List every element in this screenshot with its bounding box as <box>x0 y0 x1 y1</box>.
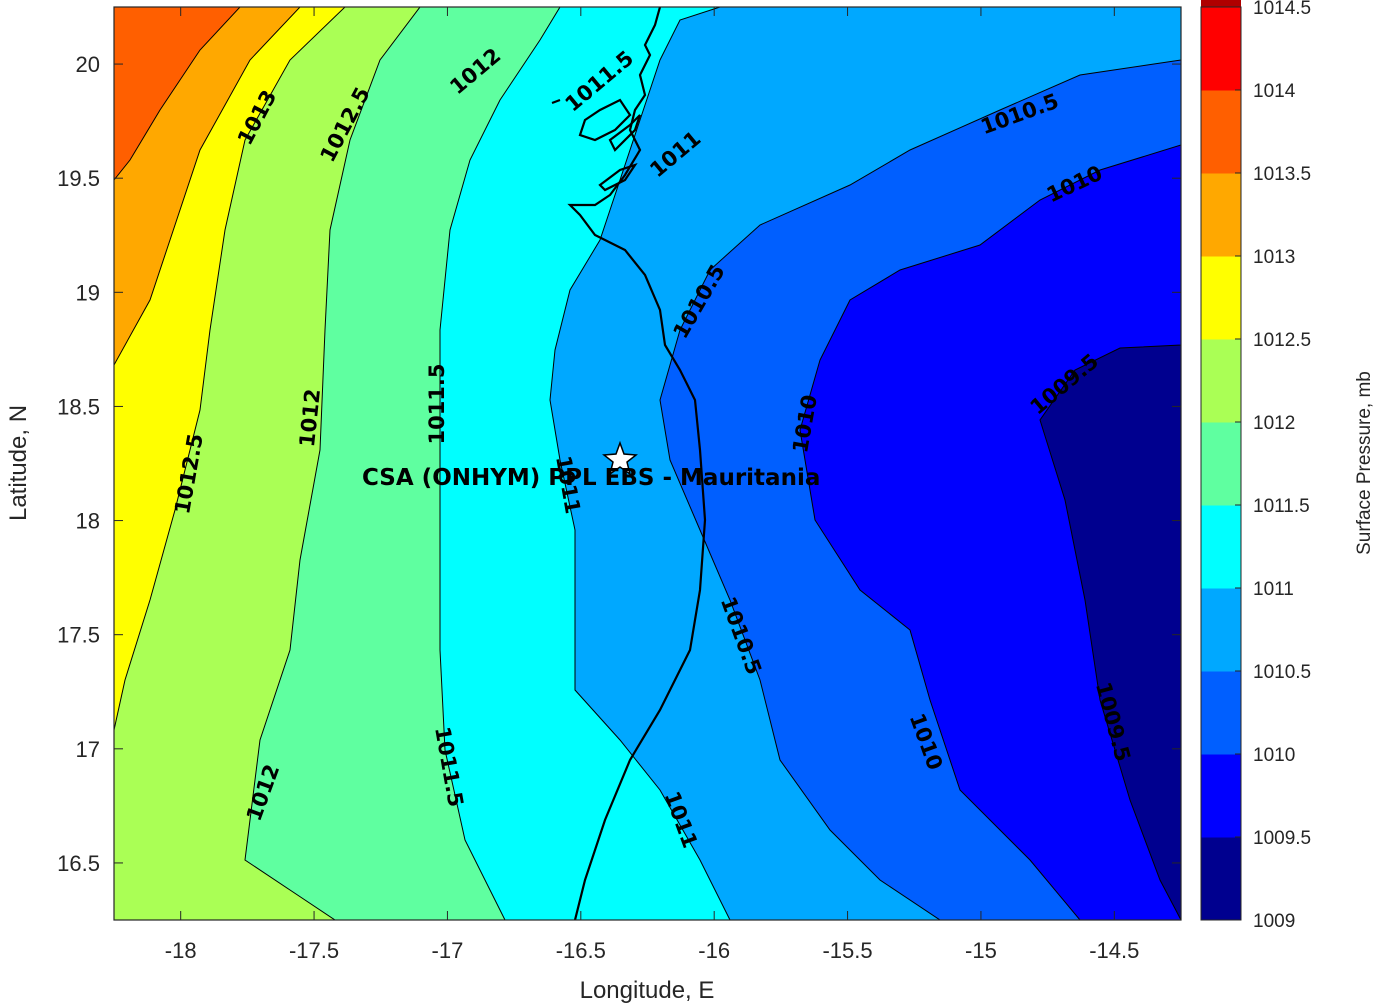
site-marker: CSA (ONHYM) PPL EBS - Mauritania <box>362 440 820 491</box>
y-axis-ticks: 16.5 17 17.5 18 18.5 19 19.5 20 <box>57 52 1181 876</box>
site-star-icon <box>602 440 638 476</box>
y-axis-label: Latitude, N <box>5 405 32 521</box>
plot-frame <box>113 6 1182 921</box>
colorbar-segment <box>1201 588 1241 672</box>
contour-label: 1011.5 <box>425 363 449 444</box>
colorbar-segment <box>1201 256 1241 340</box>
contour-fill-layer <box>114 7 1181 920</box>
colorbar-tick-label: 1010 <box>1253 745 1295 766</box>
colorbar-segment <box>1201 7 1241 91</box>
y-tick-label: 20 <box>76 52 100 77</box>
y-tick-label: 19.5 <box>57 166 100 191</box>
y-tick-label: 18.5 <box>57 394 100 419</box>
x-axis-ticks: -18 -17.5 -17 -16.5 -16 -15.5 -15 -14.5 <box>165 7 1139 963</box>
colorbar-label: Surface Pressure, mb <box>1354 371 1374 555</box>
colorbar-tick-label: 1011 <box>1253 579 1294 600</box>
colorbar-segment <box>1201 90 1241 174</box>
x-tick-label: -15 <box>965 938 997 963</box>
y-tick-label: 16.5 <box>57 851 100 876</box>
x-tick-label: -16 <box>698 938 730 963</box>
colorbar-segment <box>1201 0 1241 8</box>
colorbar-segment <box>1201 671 1241 755</box>
site-label: CSA (ONHYM) PPL EBS - Mauritania <box>362 465 820 491</box>
colorbar-segment <box>1201 173 1241 257</box>
x-tick-label: -14.5 <box>1089 938 1139 963</box>
coastline <box>551 7 707 920</box>
x-tick-label: -16.5 <box>556 938 606 963</box>
y-tick-label: 18 <box>76 509 100 534</box>
colorbar-tick-label: 1009.5 <box>1253 828 1311 849</box>
x-tick-label: -17 <box>432 938 464 963</box>
x-tick-label: -17.5 <box>289 938 339 963</box>
band-1013.5 <box>114 7 241 181</box>
colorbar-tick-label: 1010.5 <box>1253 662 1311 683</box>
y-tick-label: 17 <box>76 737 100 762</box>
colorbar-tick-label: 1013 <box>1253 247 1295 268</box>
colorbar-tick-label: 1011.5 <box>1253 496 1310 517</box>
colorbar-segment <box>1201 505 1241 589</box>
y-tick-label: 19 <box>76 280 100 305</box>
colorbar-tick-label: 1013.5 <box>1253 164 1311 185</box>
x-tick-label: -18 <box>165 938 197 963</box>
colorbar <box>1201 0 1241 921</box>
colorbar-tick-label: 1012 <box>1253 413 1295 434</box>
colorbar-ticks: 1009 1009.5 1010 1010.5 1011 1011.5 1012 1012.5… <box>1235 0 1311 932</box>
colorbar-tick-label: 1014.5 <box>1253 0 1311 19</box>
colorbar-tick-label: 1014 <box>1253 81 1296 102</box>
colorbar-frame <box>1200 6 1242 921</box>
colorbar-segment <box>1201 837 1241 921</box>
colorbar-tick-label: 1012.5 <box>1253 330 1311 351</box>
colorbar-segment <box>1201 339 1241 423</box>
x-axis-label: Longitude, E <box>580 977 715 1004</box>
colorbar-tick-label: 1009 <box>1253 911 1295 932</box>
y-tick-label: 17.5 <box>57 623 100 648</box>
x-tick-label: -15.5 <box>822 938 872 963</box>
colorbar-segment <box>1201 422 1241 506</box>
colorbar-segment <box>1201 754 1241 838</box>
